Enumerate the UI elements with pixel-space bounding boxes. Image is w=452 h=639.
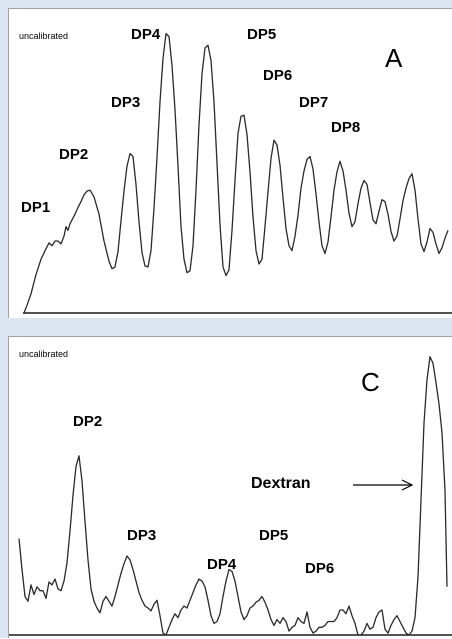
trace-line-c bbox=[18, 355, 448, 636]
dextran-arrow-head bbox=[401, 479, 414, 491]
panel-letter-a: A bbox=[385, 43, 403, 73]
peak-label-a-2: DP2 bbox=[59, 146, 89, 163]
chart-panel-a: uncalibrated A DP1 DP2 DP3 DP4 DP5 DP6 D… bbox=[8, 8, 452, 318]
peak-label-a-3: DP3 bbox=[111, 94, 141, 111]
peak-label-a-8: DP8 bbox=[331, 119, 361, 136]
peak-label-a-1: DP1 bbox=[21, 199, 51, 216]
peak-label-c-2: DP2 bbox=[73, 413, 103, 430]
peak-label-a-5: DP5 bbox=[247, 26, 277, 43]
chromatogram-c bbox=[9, 355, 452, 636]
uncalibrated-label-a: uncalibrated bbox=[19, 31, 69, 41]
peak-label-a-6: DP6 bbox=[263, 67, 293, 84]
chart-panel-c: uncalibrated C DP2 DP3 DP4 DP5 DP6 Dextr… bbox=[8, 336, 452, 638]
peak-label-c-6: DP6 bbox=[305, 560, 335, 577]
peak-label-c-5: DP5 bbox=[259, 527, 289, 544]
chart-window-c: uncalibrated C DP2 DP3 DP4 DP5 DP6 Dextr… bbox=[0, 326, 452, 638]
peak-label-c-4: DP4 bbox=[207, 556, 237, 573]
chromatogram-a bbox=[23, 32, 452, 314]
uncalibrated-label-c: uncalibrated bbox=[19, 349, 69, 359]
chart-window-a: uncalibrated A DP1 DP2 DP3 DP4 DP5 DP6 D… bbox=[0, 0, 452, 326]
peak-label-c-3: DP3 bbox=[127, 527, 157, 544]
dextran-label: Dextran bbox=[251, 475, 311, 492]
peak-label-a-4: DP4 bbox=[131, 26, 161, 43]
panel-letter-c: C bbox=[361, 367, 380, 397]
peak-label-a-7: DP7 bbox=[299, 94, 329, 111]
trace-line-a bbox=[23, 32, 449, 314]
